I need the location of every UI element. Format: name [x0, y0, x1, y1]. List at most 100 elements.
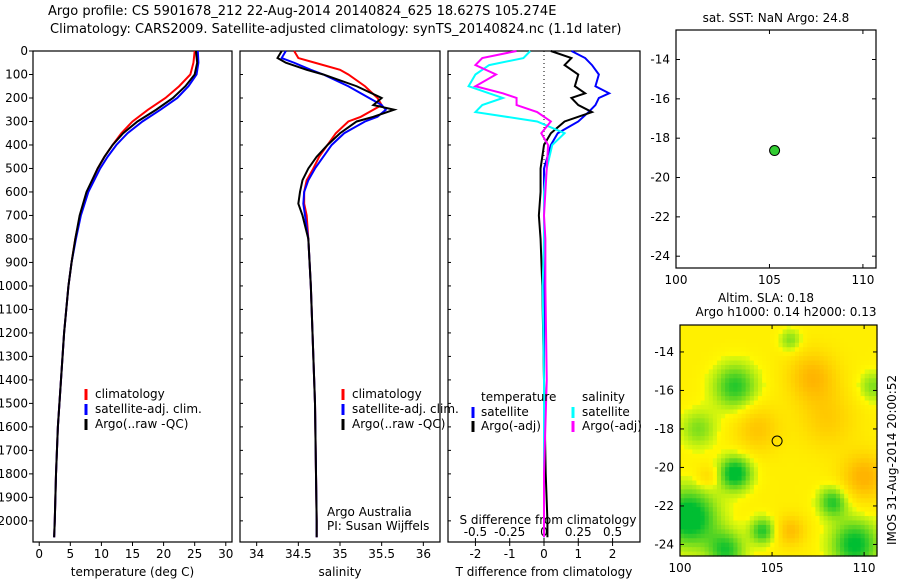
sla-cell	[753, 529, 759, 535]
sla-cell	[774, 373, 780, 379]
x-tick-label: 34.5	[285, 547, 312, 561]
sla-cell	[688, 351, 693, 357]
sla-cell	[712, 364, 718, 371]
sla-cell	[811, 502, 817, 508]
sla-cell	[704, 493, 710, 499]
sla-cell	[794, 440, 800, 446]
sla-cell	[696, 547, 702, 553]
sla-cell	[778, 329, 784, 335]
sla-cell	[811, 467, 817, 473]
sla-cell	[815, 413, 821, 419]
sla-cell	[860, 360, 866, 366]
sla-cell	[749, 378, 755, 384]
sla-cell	[827, 364, 833, 371]
sla-cell	[782, 542, 788, 548]
sla-cell	[827, 502, 833, 508]
sla-cell	[716, 418, 722, 424]
sla-cell	[745, 480, 751, 486]
sla-cell	[852, 453, 858, 459]
sla-cell	[799, 502, 804, 508]
sla-cell	[815, 360, 821, 366]
sla-cell	[860, 467, 866, 473]
sla-cell	[774, 516, 780, 522]
sla-cell	[680, 480, 685, 486]
sla-cell	[766, 462, 771, 468]
sla-cell	[778, 551, 784, 557]
sla-cell	[733, 404, 739, 411]
sla-cell	[770, 422, 775, 428]
sla-cell	[786, 493, 792, 499]
sla-cell	[749, 356, 755, 362]
annotation-text: Argo Australia	[327, 505, 412, 519]
sla-cell	[733, 387, 739, 393]
sla-cell	[696, 351, 702, 357]
sla-cell	[819, 342, 825, 348]
sla-cell	[766, 502, 771, 508]
sla-cell	[729, 449, 734, 455]
sla-cell	[831, 369, 837, 375]
sla-cell	[840, 404, 845, 411]
sla-cell	[680, 529, 685, 535]
sla-cell	[716, 347, 722, 353]
sla-cell	[688, 378, 693, 384]
sla-cell	[729, 431, 734, 437]
sla-cell	[696, 431, 702, 437]
sla-cell	[844, 373, 849, 379]
sla-cell	[700, 422, 706, 428]
sla-cell	[827, 458, 833, 464]
sla-cell	[852, 467, 858, 473]
sla-cell	[762, 382, 767, 388]
sla-cell	[835, 436, 841, 442]
sla-cell	[712, 378, 718, 384]
sla-cell	[770, 360, 775, 366]
sla-cell	[786, 329, 792, 335]
sla-cell	[786, 373, 792, 379]
sla-cell	[729, 338, 734, 344]
sla-cell	[688, 524, 693, 530]
sla-cell	[692, 462, 698, 468]
sla-cell	[799, 480, 804, 486]
sla-cell	[815, 396, 821, 402]
sla-cell	[749, 342, 755, 348]
sla-cell	[770, 453, 775, 459]
sla-cell	[696, 516, 702, 522]
sla-cell	[733, 453, 739, 459]
sla-cell	[872, 471, 878, 477]
sla-cell	[692, 431, 698, 437]
sla-map-title-2: Argo h1000: 0.14 h2000: 0.13	[696, 305, 877, 319]
sla-cell	[770, 342, 775, 348]
sla-cell	[680, 471, 685, 477]
sla-cell	[770, 493, 775, 499]
sla-cell	[700, 502, 706, 508]
sla-cell	[741, 342, 747, 348]
y-tick-label: -24	[650, 249, 670, 263]
sla-cell	[831, 524, 837, 530]
sla-cell	[799, 476, 804, 482]
sla-cell	[840, 551, 845, 557]
sla-cell	[868, 382, 874, 388]
sla-cell	[790, 404, 796, 411]
sla-cell	[704, 342, 710, 348]
sla-cell	[840, 338, 845, 344]
sla-cell	[794, 413, 800, 419]
sla-cell	[745, 325, 751, 331]
sla-cell	[712, 351, 718, 357]
sla-cell	[790, 400, 796, 406]
x-axis-label: T difference from climatology	[455, 565, 633, 579]
sla-cell	[852, 413, 858, 419]
sla-cell	[840, 333, 845, 339]
sla-cell	[692, 413, 698, 419]
sla-cell	[807, 502, 812, 508]
sla-cell	[753, 520, 759, 526]
sla-cell	[835, 489, 841, 495]
sla-cell	[741, 422, 747, 428]
sla-cell	[745, 356, 751, 362]
sla-cell	[766, 409, 771, 415]
y-tick-label: 1100	[0, 302, 28, 316]
sla-cell	[868, 542, 874, 548]
sla-cell	[708, 458, 714, 464]
sla-cell	[692, 533, 698, 539]
sla-cell	[692, 516, 698, 522]
sla-cell	[819, 356, 825, 362]
sla-cell	[680, 449, 685, 455]
